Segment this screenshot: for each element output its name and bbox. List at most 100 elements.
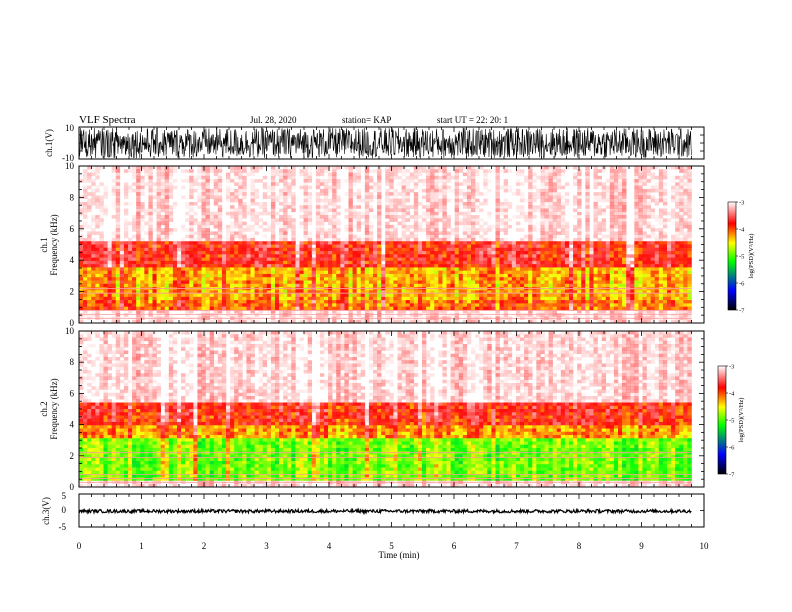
spectrogram-cell [577,313,582,317]
spectrogram-cell [487,260,492,265]
spectrogram-cell [189,267,194,271]
spectrogram-cell [270,247,276,252]
start-time-label: start UT = 22: 20: 1 [437,115,508,125]
spectrogram-cell [405,218,411,222]
spectrogram-cell [495,293,500,298]
spectrogram-cell [246,172,251,177]
spectrogram-cell [401,264,406,268]
spectrogram-cell [560,267,566,271]
spectrogram-cell [303,221,308,226]
spectrogram-cell [226,192,231,196]
spectrogram-cell [319,192,325,196]
spectrogram-cell [426,221,431,226]
spectrogram-cell [413,283,419,288]
spectrogram-cell [450,277,455,281]
spectrogram-cell [389,179,394,183]
spectrogram-cell [458,251,464,255]
spectrogram-cell [189,175,194,180]
spectrogram-cell [573,175,578,180]
spectrogram-cell [548,273,553,278]
spectrogram-cell [340,260,345,265]
spectrogram-cell [115,185,121,190]
spectrogram-cell [360,264,366,268]
spectrogram-cell [397,319,402,324]
spectrogram-cell [83,303,88,307]
spectrogram-cell [430,182,435,186]
spectrogram-cell [266,264,272,268]
spectrogram-cell [458,254,464,258]
spectrogram-cell [332,270,337,275]
spectrogram-cell [291,296,296,301]
spectrogram-cell [336,231,341,235]
spectrogram-cell [246,264,251,268]
spectrogram-cell [573,300,578,304]
spectrogram-cell [226,264,231,268]
spectrogram-cell [569,254,574,258]
spectrogram-cell [503,231,509,235]
spectrogram-cell [401,270,406,275]
spectrogram-cell [332,247,337,252]
spectrogram-cell [487,169,492,173]
spectrogram-cell [107,244,112,249]
spectrogram-cell [336,277,341,281]
spectrogram-cell [283,179,288,183]
spectrogram-cell [205,198,210,203]
spectrogram-cell [462,293,468,298]
spectrogram-cell [479,300,484,304]
spectrogram-cell [520,257,525,262]
spectrogram-cell [189,241,194,245]
spectrogram-cell [487,280,492,285]
spectrogram-cell [393,270,398,275]
spectrogram-cell [128,273,133,278]
spectrogram-cell [299,244,304,249]
spectrogram-cell [524,247,529,252]
spectrogram-cell [193,300,198,304]
spectrogram-cell [471,309,476,314]
spectrogram-cell [156,296,161,301]
spectrogram-cell [422,166,427,170]
spectrogram-cell [564,241,570,245]
spectrogram-cell [254,169,259,173]
spectrogram-cell [148,296,153,301]
spectrogram-cell [336,260,341,265]
spectrogram-cell [230,221,235,226]
spectrogram-cell [128,309,133,314]
spectrogram-cell [213,273,219,278]
spectrogram-cell [356,273,362,278]
spectrogram-cell [164,205,170,209]
spectrogram-cell [238,192,243,196]
spectrogram-cell [99,280,104,285]
spectrogram-cell [132,293,137,298]
spectrogram-cell [79,228,84,232]
spectrogram-cell [532,300,537,304]
spectrogram-cell [597,267,602,271]
spectrogram-cell [315,192,321,196]
spectrogram-cell [454,257,460,262]
spectrogram-cell [356,277,362,281]
spectrogram-cell [303,182,308,186]
spectrogram-cell [205,208,210,213]
spectrogram-cell [417,254,423,258]
spectrogram-cell [307,221,313,226]
spectrogram-cell [577,293,582,298]
spectrogram-cell [111,260,117,265]
spectrogram-cell [532,185,537,190]
spectrogram-cell [205,231,210,235]
spectrogram-cell [356,296,362,301]
spectrogram-cell [128,293,133,298]
spectrogram-cell [389,228,394,232]
spectrogram-cell [238,224,243,229]
spectrogram-cell [324,234,329,239]
spectrogram-cell [250,228,255,232]
spectrogram-cell [544,296,549,301]
spectrogram-cell [111,280,117,285]
spectrogram-cell [201,198,206,203]
spectrogram-cell [160,247,166,252]
spectrogram-cell [238,280,243,285]
spectrogram-cell [532,205,537,209]
spectrogram-cell [434,201,439,206]
spectrogram-cell [123,313,129,317]
spectrogram-cell [193,273,198,278]
spectrogram-cell [115,290,121,294]
spectrogram-cell [585,169,590,173]
